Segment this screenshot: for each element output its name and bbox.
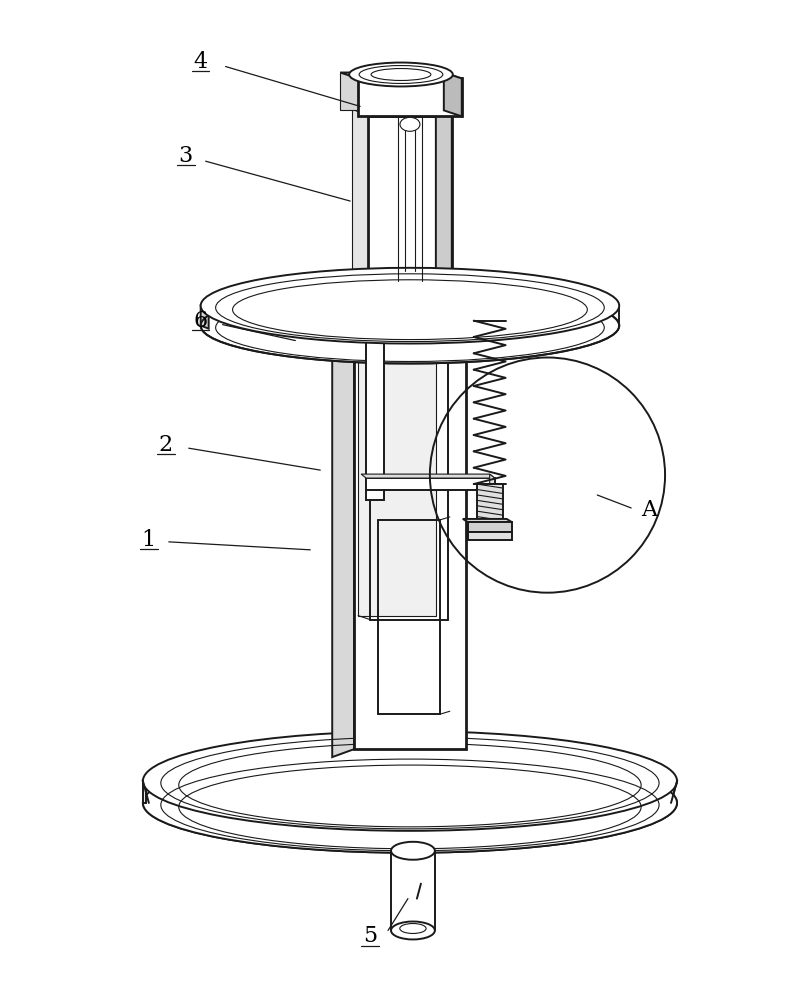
Ellipse shape — [391, 842, 435, 860]
Polygon shape — [444, 73, 462, 116]
Polygon shape — [143, 781, 161, 807]
Text: 2: 2 — [158, 434, 173, 456]
Text: 3: 3 — [179, 145, 193, 167]
Polygon shape — [361, 337, 384, 341]
Polygon shape — [366, 478, 495, 490]
Text: 6: 6 — [193, 310, 208, 332]
Polygon shape — [354, 281, 466, 749]
Text: A: A — [641, 499, 657, 521]
Polygon shape — [468, 522, 512, 532]
Ellipse shape — [143, 731, 677, 831]
Polygon shape — [436, 108, 451, 281]
Polygon shape — [489, 474, 495, 490]
Ellipse shape — [143, 753, 677, 853]
Polygon shape — [366, 341, 384, 500]
Ellipse shape — [400, 117, 420, 131]
Text: 5: 5 — [363, 925, 377, 947]
Polygon shape — [368, 116, 451, 281]
Polygon shape — [332, 281, 466, 289]
Text: 1: 1 — [142, 529, 156, 551]
Polygon shape — [352, 108, 436, 273]
Polygon shape — [332, 281, 354, 757]
Polygon shape — [143, 781, 146, 803]
Polygon shape — [477, 484, 503, 522]
Polygon shape — [659, 781, 677, 807]
Ellipse shape — [349, 63, 453, 86]
Polygon shape — [358, 317, 436, 616]
Polygon shape — [468, 532, 512, 540]
Ellipse shape — [143, 753, 677, 853]
Text: 4: 4 — [193, 51, 208, 73]
Ellipse shape — [391, 922, 435, 939]
Polygon shape — [200, 306, 208, 329]
Ellipse shape — [400, 924, 426, 933]
Ellipse shape — [200, 268, 619, 344]
Polygon shape — [352, 108, 451, 116]
Polygon shape — [341, 73, 444, 110]
Polygon shape — [361, 474, 495, 478]
Polygon shape — [463, 519, 512, 522]
Polygon shape — [358, 78, 462, 116]
Ellipse shape — [200, 288, 619, 363]
Polygon shape — [341, 73, 462, 78]
